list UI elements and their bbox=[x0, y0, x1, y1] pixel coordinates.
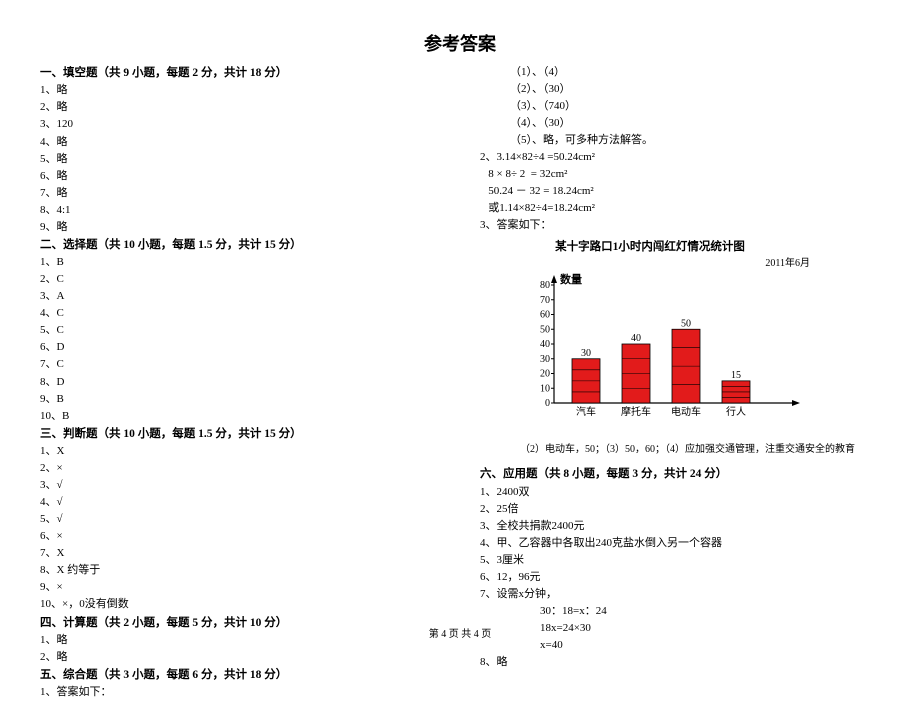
svg-text:汽车: 汽车 bbox=[576, 405, 596, 418]
right-column: （1）、（4） （2）、（30） （3）、（740） （4）、（30） （5）、… bbox=[460, 64, 880, 701]
svg-text:60: 60 bbox=[540, 310, 550, 321]
sec3-item: 6、× bbox=[40, 528, 440, 545]
chart-title: 某十字路口1小时内闯红灯情况统计图 bbox=[520, 238, 780, 254]
sec2-item: 9、B bbox=[40, 391, 440, 408]
top-line: （1）、（4） bbox=[480, 64, 880, 81]
page-title: 参考答案 bbox=[0, 0, 920, 64]
sec1-item: 7、略 bbox=[40, 185, 440, 202]
top-line: （2）、（30） bbox=[480, 81, 880, 98]
sec1-item: 9、略 bbox=[40, 219, 440, 236]
calc-line: 2、3.14×82÷4 =50.24cm² bbox=[480, 149, 880, 166]
calc-line: 50.24 － 32 = 18.24cm² bbox=[480, 183, 880, 200]
sec2-item: 2、C bbox=[40, 271, 440, 288]
sec6-item: 4、甲、乙容器中各取出240克盐水倒入另一个容器 bbox=[480, 535, 880, 552]
sec6-item: 7、设需x分钟， bbox=[480, 586, 880, 603]
svg-text:0: 0 bbox=[545, 398, 550, 409]
sec2-item: 6、D bbox=[40, 339, 440, 356]
sec1-item: 8、4:1 bbox=[40, 202, 440, 219]
sec3-item: 10、×，0没有倒数 bbox=[40, 596, 440, 613]
sec2-item: 3、A bbox=[40, 288, 440, 305]
chart-subtitle: 2011年6月 bbox=[520, 254, 810, 271]
sec3-item: 2、× bbox=[40, 460, 440, 477]
sec2-header: 二、选择题（共 10 小题，每题 1.5 分，共计 15 分） bbox=[40, 236, 440, 254]
svg-text:摩托车: 摩托车 bbox=[621, 405, 651, 418]
calc-line: 8 × 8÷ 2 = 32cm² bbox=[480, 166, 880, 183]
top-line: （3）、（740） bbox=[480, 98, 880, 115]
sec1-header: 一、填空题（共 9 小题，每题 2 分，共计 18 分） bbox=[40, 64, 440, 82]
left-column: 一、填空题（共 9 小题，每题 2 分，共计 18 分） 1、略 2、略 3、1… bbox=[40, 64, 460, 701]
sec2-item: 7、C bbox=[40, 356, 440, 373]
sec6-item: 8、略 bbox=[480, 654, 880, 671]
sec1-item: 1、略 bbox=[40, 82, 440, 99]
sec6-item: 5、3厘米 bbox=[480, 552, 880, 569]
sec6-sub: 30：18=x：24 bbox=[480, 603, 880, 620]
sec5-item: 1、答案如下： bbox=[40, 684, 440, 701]
calc-line: 3、答案如下： bbox=[480, 217, 880, 234]
sec1-item: 6、略 bbox=[40, 168, 440, 185]
sec6-item: 2、25倍 bbox=[480, 501, 880, 518]
svg-text:行人: 行人 bbox=[726, 405, 746, 418]
sec3-item: 1、X bbox=[40, 443, 440, 460]
sec3-item: 4、√ bbox=[40, 494, 440, 511]
top-line: （4）、（30） bbox=[480, 115, 880, 132]
svg-text:电动车: 电动车 bbox=[671, 405, 701, 418]
sec3-item: 9、× bbox=[40, 579, 440, 596]
content-columns: 一、填空题（共 9 小题，每题 2 分，共计 18 分） 1、略 2、略 3、1… bbox=[0, 64, 920, 701]
chart-container: 某十字路口1小时内闯红灯情况统计图 2011年6月 0 10 20 30 40 50 60 7… bbox=[480, 234, 880, 455]
sec2-item: 10、B bbox=[40, 408, 440, 425]
sec6-item: 3、全校共捐款2400元 bbox=[480, 518, 880, 535]
sec3-item: 5、√ bbox=[40, 511, 440, 528]
sec3-item: 3、√ bbox=[40, 477, 440, 494]
sec2-item: 8、D bbox=[40, 374, 440, 391]
sec1-item: 3、120 bbox=[40, 116, 440, 133]
svg-text:40: 40 bbox=[631, 333, 641, 344]
sec5-header: 五、综合题（共 3 小题，每题 6 分，共计 18 分） bbox=[40, 666, 440, 684]
svg-text:70: 70 bbox=[540, 295, 550, 306]
svg-text:40: 40 bbox=[540, 339, 550, 350]
sec6-item: 1、2400双 bbox=[480, 484, 880, 501]
sec3-item: 7、X bbox=[40, 545, 440, 562]
sec2-item: 4、C bbox=[40, 305, 440, 322]
page-footer: 第 4 页 共 4 页 bbox=[0, 625, 920, 640]
svg-text:15: 15 bbox=[731, 370, 741, 381]
svg-text:数量: 数量 bbox=[560, 272, 582, 286]
svg-text:10: 10 bbox=[540, 384, 550, 395]
sec6-item: 6、12，96元 bbox=[480, 569, 880, 586]
sec1-item: 4、略 bbox=[40, 134, 440, 151]
svg-text:20: 20 bbox=[540, 369, 550, 380]
svg-text:30: 30 bbox=[581, 348, 591, 359]
sec3-header: 三、判断题（共 10 小题，每题 1.5 分，共计 15 分） bbox=[40, 425, 440, 443]
svg-text:50: 50 bbox=[540, 325, 550, 336]
sec1-item: 5、略 bbox=[40, 151, 440, 168]
sec1-item: 2、略 bbox=[40, 99, 440, 116]
sec6-header: 六、应用题（共 8 小题，每题 3 分，共计 24 分） bbox=[480, 465, 880, 483]
sec2-item: 1、B bbox=[40, 254, 440, 271]
chart-note: （2）电动车，50；（3）50，60；（4）应加强交通管理，注重交通安全的教育 bbox=[520, 434, 880, 455]
sec4-item: 2、略 bbox=[40, 649, 440, 666]
svg-text:80: 80 bbox=[540, 280, 550, 291]
top-line: （5）、略，可多种方法解答。 bbox=[480, 132, 880, 149]
sec2-item: 5、C bbox=[40, 322, 440, 339]
bar-chart: 0 10 20 30 40 50 60 70 80 数量 30 汽车 40 摩托车 50 电动车 15 行人 bbox=[520, 271, 820, 431]
sec3-item: 8、X 约等于 bbox=[40, 562, 440, 579]
calc-line: 或1.14×82÷4=18.24cm² bbox=[480, 200, 880, 217]
svg-text:30: 30 bbox=[540, 354, 550, 365]
svg-text:50: 50 bbox=[681, 319, 691, 330]
